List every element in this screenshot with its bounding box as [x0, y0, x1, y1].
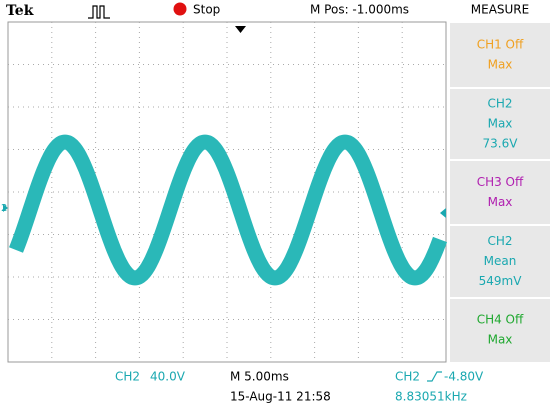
trigger-position-marker — [235, 26, 246, 33]
trigger-level: -4.80V — [444, 370, 484, 384]
brand: Tek — [6, 3, 34, 19]
horizontal-position: M Pos: -1.000ms — [310, 3, 409, 17]
trigger-slope — [427, 371, 442, 382]
measure-text: CH4 Off — [477, 313, 524, 327]
stop-icon — [173, 2, 187, 16]
waveform — [9, 134, 448, 286]
channel: CH2 — [115, 370, 140, 384]
trigger-level-marker — [440, 208, 446, 218]
panel-title: MEASURE — [471, 3, 529, 17]
measure-text: CH2 — [487, 97, 512, 111]
trigger-channel: CH2 — [395, 370, 420, 384]
panel-header — [450, 0, 550, 22]
measure-text: 73.6V — [483, 137, 519, 151]
measure-list: CH1 Off Max CH2 Max 73.6V CH3 Off Max CH2 Mean 54… — [450, 21, 550, 347]
measure-text: Max — [488, 333, 513, 347]
measure-text: Max — [488, 117, 513, 131]
run-status: Stop — [193, 3, 220, 17]
volts-per-div: 40.0V — [150, 370, 186, 384]
measure-text: Max — [488, 195, 513, 209]
frequency: 8.83051kHz — [395, 390, 467, 404]
measure-text: CH1 Off — [477, 38, 524, 52]
measure-text: Mean — [484, 254, 517, 268]
acquire-icon — [88, 5, 110, 19]
measure-text: CH3 Off — [477, 175, 524, 189]
measure-text: CH2 — [487, 234, 512, 248]
datetime: 15-Aug-11 21:58 — [230, 390, 331, 404]
timebase: M 5.00ms — [230, 370, 289, 384]
measure-panel — [450, 22, 550, 362]
measure-text: 549mV — [479, 274, 523, 288]
measure-text: Max — [488, 58, 513, 72]
ground-marker — [3, 204, 8, 212]
